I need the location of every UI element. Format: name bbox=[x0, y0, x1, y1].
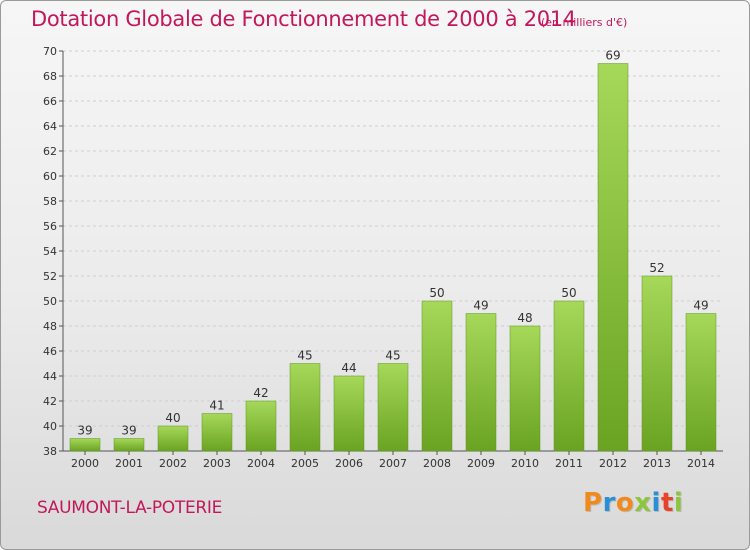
data-label: 45 bbox=[385, 349, 400, 363]
x-tick-label: 2006 bbox=[335, 457, 363, 470]
y-tick-label: 70 bbox=[43, 45, 57, 58]
bar bbox=[685, 313, 717, 452]
logo-letter: r bbox=[602, 488, 616, 518]
data-label: 45 bbox=[297, 349, 312, 363]
bar bbox=[333, 375, 365, 452]
commune-name: SAUMONT-LA-POTERIE bbox=[37, 498, 223, 518]
x-tick-label: 2010 bbox=[511, 457, 539, 470]
data-label: 48 bbox=[517, 311, 532, 325]
x-tick-label: 2004 bbox=[247, 457, 275, 470]
data-label: 52 bbox=[649, 261, 664, 275]
y-tick-label: 50 bbox=[43, 295, 57, 308]
bar bbox=[201, 413, 233, 452]
data-label: 39 bbox=[121, 424, 136, 438]
logo-letter: x bbox=[634, 488, 652, 518]
y-tick-label: 38 bbox=[43, 445, 57, 458]
data-label: 50 bbox=[561, 286, 576, 300]
y-tick-label: 66 bbox=[43, 95, 57, 108]
y-tick-label: 60 bbox=[43, 170, 57, 183]
bar bbox=[245, 400, 277, 452]
x-tick-label: 2002 bbox=[159, 457, 187, 470]
x-tick-label: 2007 bbox=[379, 457, 407, 470]
data-label: 39 bbox=[77, 424, 92, 438]
x-tick-label: 2005 bbox=[291, 457, 319, 470]
x-tick-label: 2000 bbox=[71, 457, 99, 470]
data-label: 41 bbox=[209, 399, 224, 413]
y-tick-label: 68 bbox=[43, 70, 57, 83]
logo-letter: i bbox=[651, 488, 661, 518]
x-tick-label: 2008 bbox=[423, 457, 451, 470]
chart-title: Dotation Globale de Fonctionnement de 20… bbox=[31, 7, 576, 31]
x-tick-label: 2013 bbox=[643, 457, 671, 470]
y-tick-label: 52 bbox=[43, 270, 57, 283]
y-tick-label: 46 bbox=[43, 345, 57, 358]
bar bbox=[289, 363, 321, 452]
y-tick-label: 44 bbox=[43, 370, 57, 383]
y-tick-label: 62 bbox=[43, 145, 57, 158]
chart-unit: (en milliers d'€) bbox=[541, 16, 628, 29]
bar bbox=[157, 425, 189, 452]
x-tick-label: 2009 bbox=[467, 457, 495, 470]
proxiti-logo[interactable]: Proxiti bbox=[583, 488, 683, 518]
bar bbox=[421, 300, 453, 452]
y-tick-label: 40 bbox=[43, 420, 57, 433]
x-tick-label: 2012 bbox=[599, 457, 627, 470]
logo-letter: t bbox=[660, 488, 674, 518]
x-tick-label: 2003 bbox=[203, 457, 231, 470]
bar bbox=[377, 363, 409, 452]
bar bbox=[553, 300, 585, 452]
y-tick-label: 56 bbox=[43, 220, 57, 233]
bar bbox=[509, 325, 541, 452]
y-tick-label: 48 bbox=[43, 320, 57, 333]
bar bbox=[641, 275, 673, 452]
bar bbox=[69, 438, 101, 452]
bar bbox=[465, 313, 497, 452]
x-tick-label: 2001 bbox=[115, 457, 143, 470]
y-tick-label: 42 bbox=[43, 395, 57, 408]
data-label: 49 bbox=[693, 299, 708, 313]
bar bbox=[597, 63, 629, 452]
x-tick-label: 2014 bbox=[687, 457, 715, 470]
bar bbox=[113, 438, 145, 452]
x-tick-label: 2011 bbox=[555, 457, 583, 470]
logo-letter: i bbox=[673, 488, 684, 518]
data-label: 49 bbox=[473, 299, 488, 313]
data-label: 40 bbox=[165, 411, 180, 425]
logo-letter: P bbox=[583, 488, 603, 518]
data-label: 69 bbox=[605, 49, 620, 63]
y-tick-label: 64 bbox=[43, 120, 57, 133]
y-tick-label: 58 bbox=[43, 195, 57, 208]
logo-letter: o bbox=[615, 488, 635, 518]
y-tick-label: 54 bbox=[43, 245, 57, 258]
data-label: 42 bbox=[253, 386, 268, 400]
data-label: 44 bbox=[341, 361, 356, 375]
data-label: 50 bbox=[429, 286, 444, 300]
